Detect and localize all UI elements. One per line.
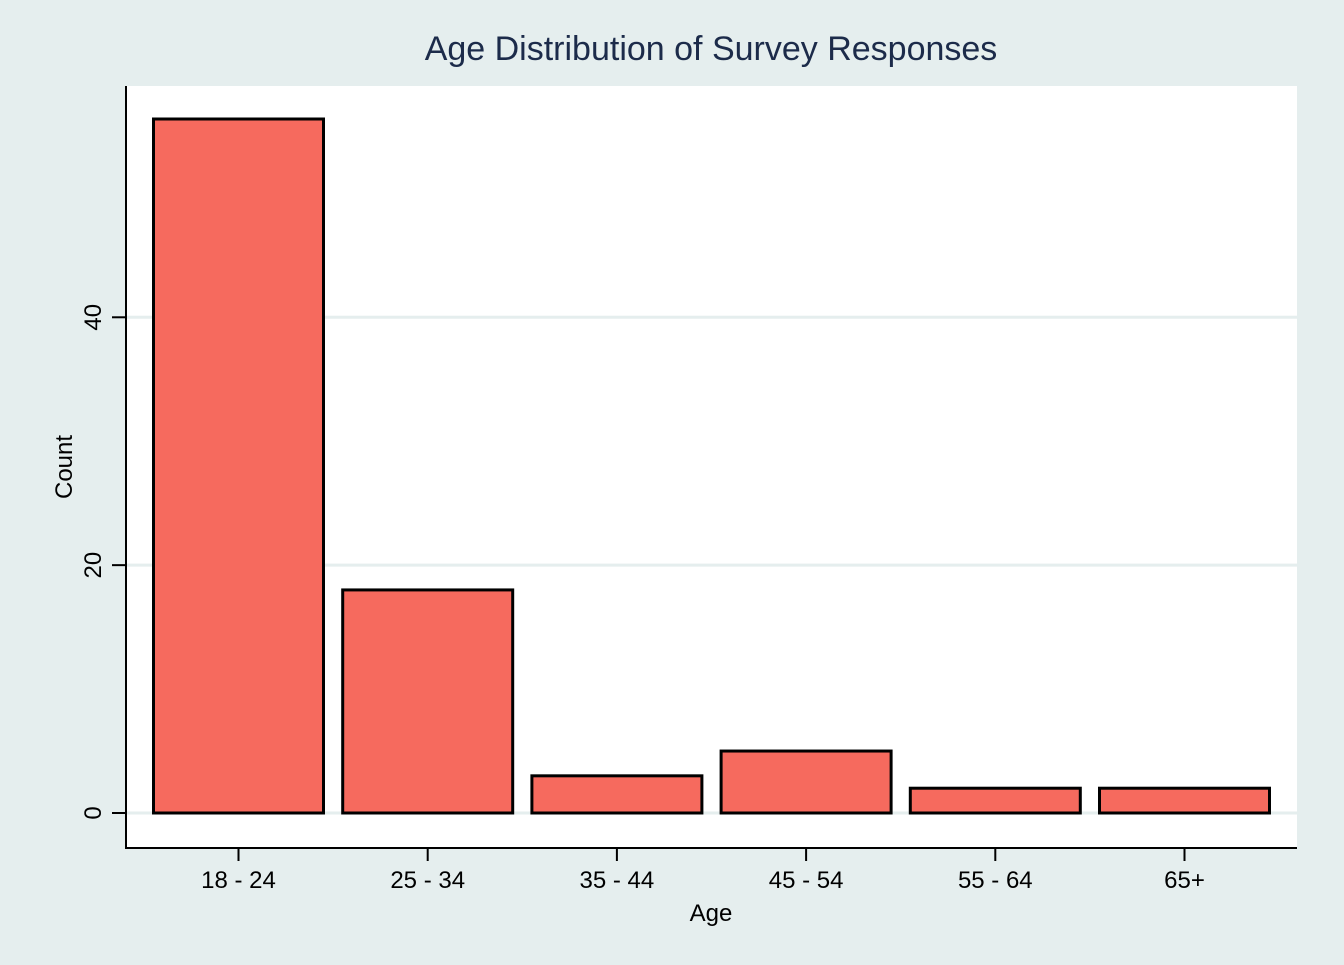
x-tick-label: 65+ — [1164, 867, 1205, 894]
x-tick-label: 25 - 34 — [390, 867, 465, 894]
bar — [530, 774, 704, 815]
y-tick-label: 20 — [80, 552, 107, 579]
bar — [152, 117, 325, 815]
x-ticks: 18 - 24 25 - 34 35 - 44 45 - 54 55 - 64 65+ — [201, 848, 1205, 894]
x-tick-label: 45 - 54 — [769, 867, 844, 894]
bar — [341, 588, 515, 815]
x-axis-label: Age — [690, 900, 733, 927]
y-ticks: 0 20 40 — [80, 304, 126, 820]
bar — [719, 749, 893, 815]
y-tick-label: 0 — [80, 806, 107, 819]
x-tick-label: 35 - 44 — [580, 867, 655, 894]
y-axis-label: Count — [51, 435, 78, 499]
bar — [1098, 786, 1271, 815]
x-tick-label: 55 - 64 — [958, 867, 1033, 894]
y-tick-label: 40 — [80, 304, 107, 331]
x-tick-label: 18 - 24 — [201, 867, 276, 894]
bars — [152, 117, 1271, 815]
chart-title: Age Distribution of Survey Responses — [425, 30, 998, 68]
bar — [908, 786, 1082, 815]
